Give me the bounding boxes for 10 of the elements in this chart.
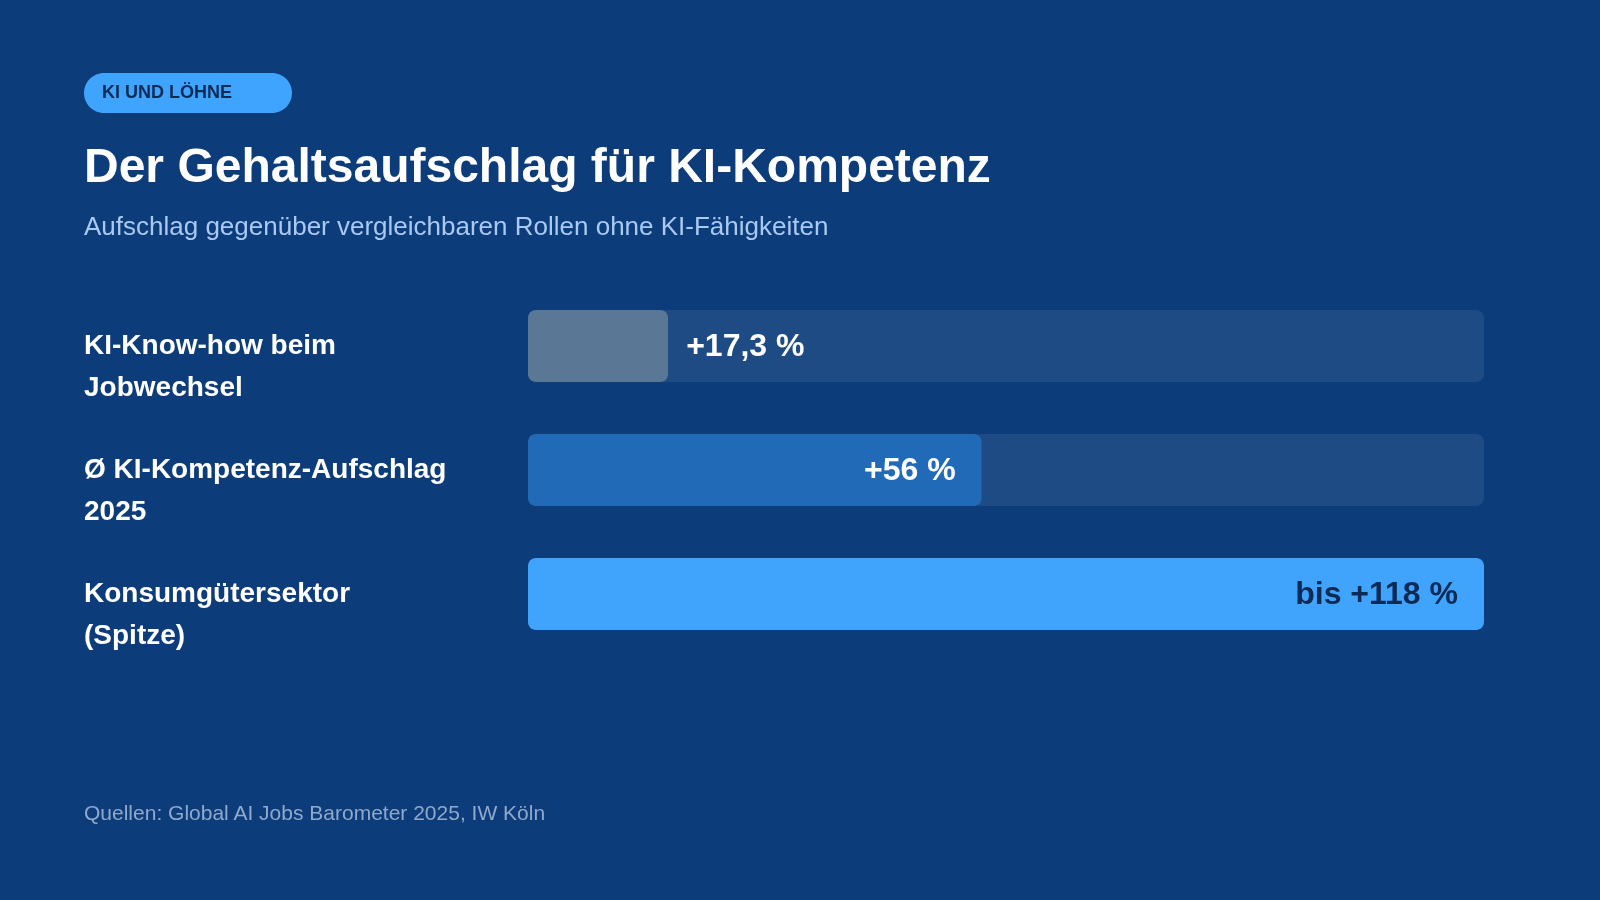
chart-title: Der Gehaltsaufschlag für KI-Kompetenz bbox=[84, 139, 991, 192]
source-note: Quellen: Global AI Jobs Barometer 2025, IW Köln bbox=[84, 801, 546, 824]
y-tick-label: KI-Know-how beim Jobwechsel bbox=[84, 329, 336, 402]
y-tick-label: Konsumgütersektor (Spitze) bbox=[84, 577, 351, 650]
data-label: bis +118 % bbox=[1295, 575, 1458, 611]
chart-subtitle: Aufschlag gegenüber vergleichbaren Rollen ohne KI-Fähigkeiten bbox=[84, 211, 829, 241]
text: KI UND LÖHNE bbox=[102, 82, 232, 102]
data-label: +17,3 % bbox=[686, 327, 805, 363]
y-tick-label: Ø KI-Kompetenz-Aufschlag 2025 bbox=[84, 453, 447, 526]
data-label: +56 % bbox=[864, 451, 956, 487]
